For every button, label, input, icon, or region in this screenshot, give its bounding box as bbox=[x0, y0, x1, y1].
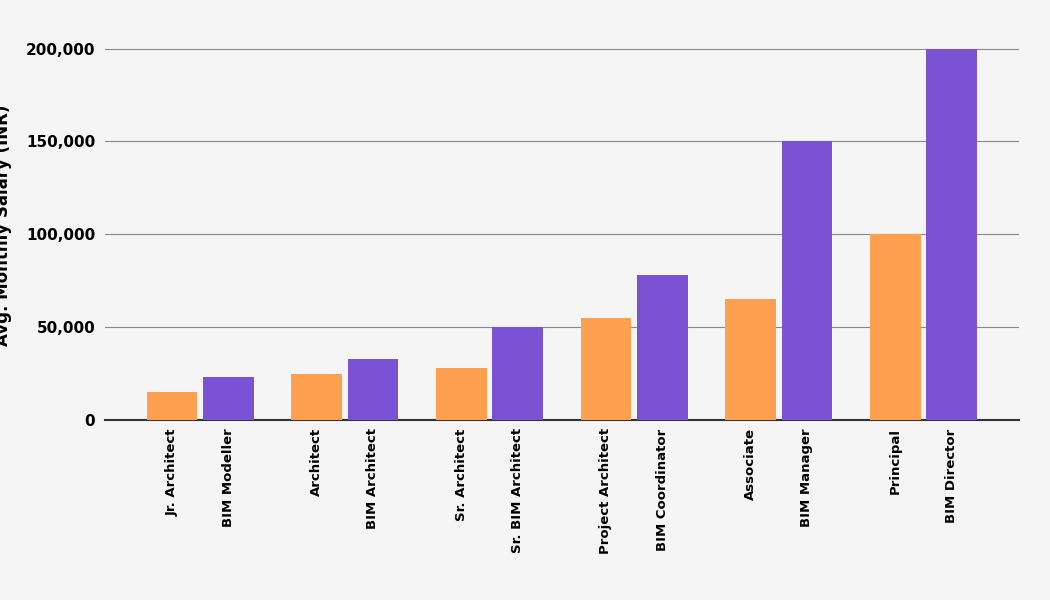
Bar bbox=[492, 327, 543, 420]
Bar bbox=[781, 142, 833, 420]
Bar bbox=[726, 299, 776, 420]
Text: BIM Coordinator: BIM Coordinator bbox=[656, 428, 669, 551]
Text: BIM Modeller: BIM Modeller bbox=[222, 428, 235, 527]
Text: Sr. BIM Architect: Sr. BIM Architect bbox=[511, 428, 524, 553]
Text: Sr. Architect: Sr. Architect bbox=[455, 428, 467, 521]
Text: Jr. Architect: Jr. Architect bbox=[165, 428, 178, 516]
Text: Architect: Architect bbox=[310, 428, 323, 496]
Bar bbox=[637, 275, 688, 420]
Text: Project Architect: Project Architect bbox=[600, 428, 612, 554]
Bar bbox=[869, 234, 921, 420]
Text: BIM Manager: BIM Manager bbox=[800, 428, 814, 527]
Text: BIM Director: BIM Director bbox=[945, 428, 959, 523]
Bar bbox=[203, 377, 254, 420]
Bar bbox=[926, 49, 977, 420]
Bar bbox=[147, 392, 197, 420]
Text: Principal: Principal bbox=[888, 428, 902, 494]
Bar bbox=[348, 359, 398, 420]
Y-axis label: Avg. Monthly Salary (INR): Avg. Monthly Salary (INR) bbox=[0, 104, 12, 346]
Text: BIM Architect: BIM Architect bbox=[366, 428, 379, 529]
Bar bbox=[436, 368, 486, 420]
Bar bbox=[291, 374, 342, 420]
Text: Associate: Associate bbox=[744, 428, 757, 500]
Bar bbox=[581, 318, 631, 420]
